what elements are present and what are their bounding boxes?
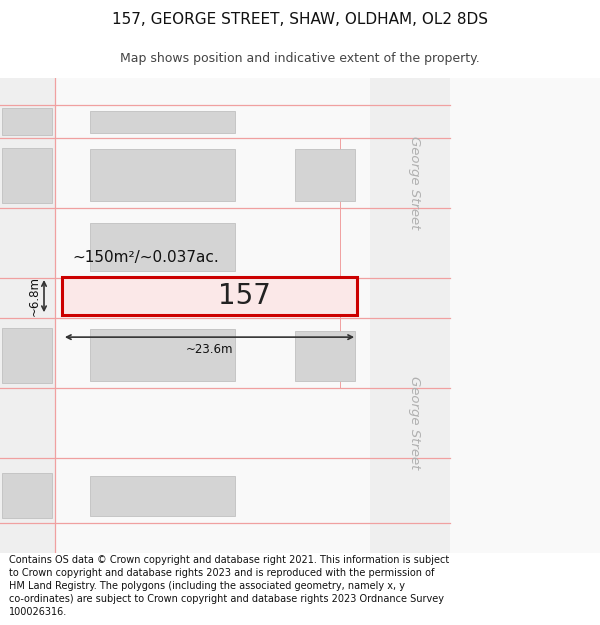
Text: ~6.8m: ~6.8m [28, 276, 41, 316]
Text: 157, GEORGE STREET, SHAW, OLDHAM, OL2 8DS: 157, GEORGE STREET, SHAW, OLDHAM, OL2 8D… [112, 12, 488, 27]
Text: ~150m²/~0.037ac.: ~150m²/~0.037ac. [72, 250, 219, 265]
Bar [90, 476, 235, 516]
Text: 157: 157 [218, 282, 271, 310]
Text: George Street: George Street [409, 136, 421, 230]
Bar [2, 328, 52, 383]
Text: George Street: George Street [409, 376, 421, 470]
Bar [2, 108, 52, 135]
Bar [90, 149, 235, 201]
Bar [62, 277, 357, 315]
Bar [370, 78, 450, 553]
Bar [0, 78, 55, 553]
Bar [295, 149, 355, 201]
Bar [90, 111, 235, 133]
Bar [90, 223, 235, 271]
Bar [2, 473, 52, 518]
Bar [90, 329, 235, 381]
Bar [295, 331, 355, 381]
Text: Map shows position and indicative extent of the property.: Map shows position and indicative extent… [120, 52, 480, 65]
Text: ~23.6m: ~23.6m [186, 343, 233, 356]
Bar [2, 148, 52, 203]
Text: Contains OS data © Crown copyright and database right 2021. This information is : Contains OS data © Crown copyright and d… [9, 554, 449, 618]
